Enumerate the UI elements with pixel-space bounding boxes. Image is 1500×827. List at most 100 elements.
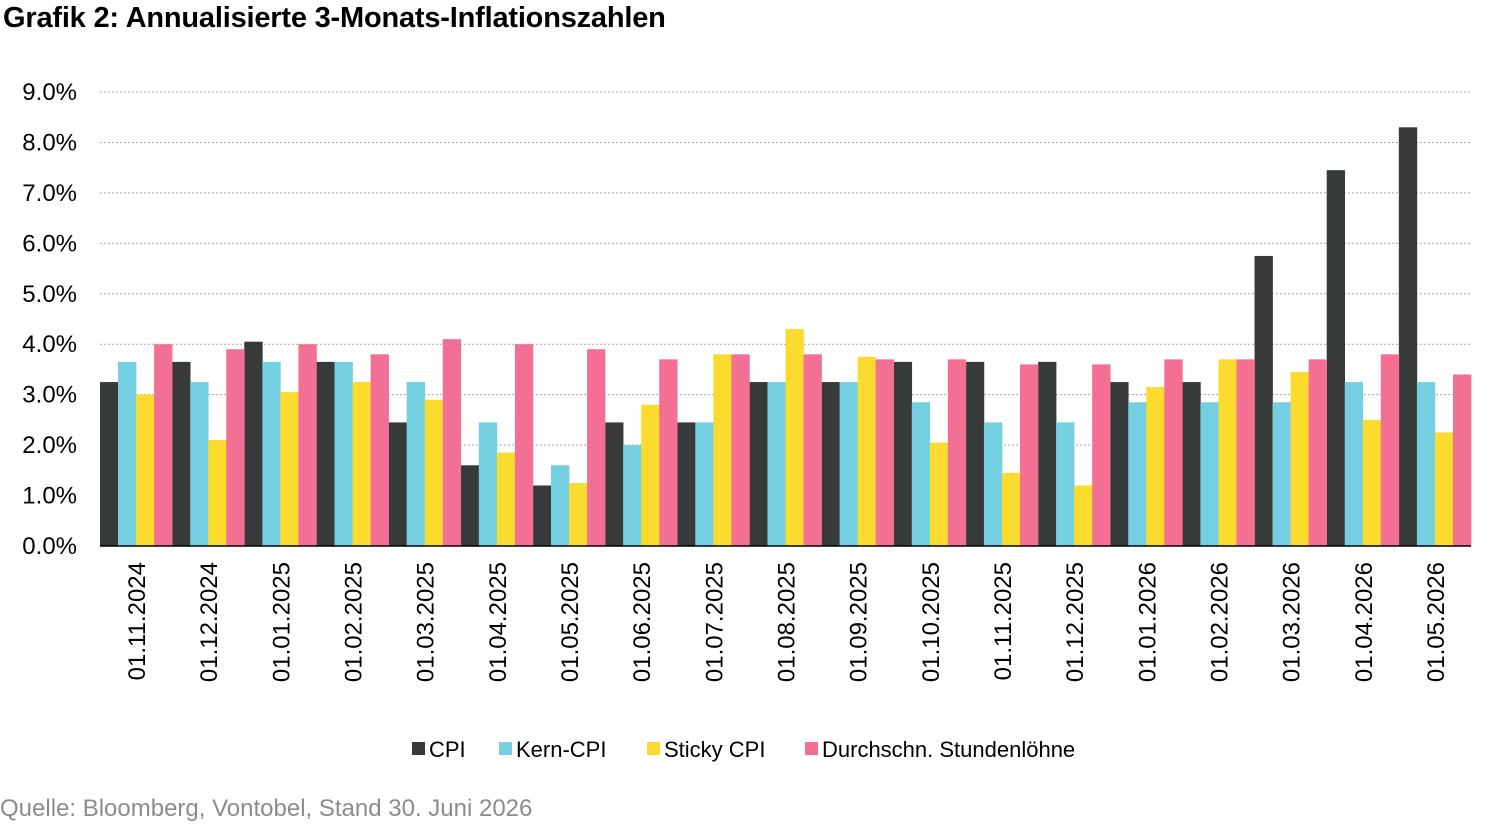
bar-kern-cpi-17 [1272, 402, 1291, 546]
bar-sticky-cpi-15 [1146, 387, 1165, 546]
legend-swatch [805, 742, 818, 755]
legend-swatch [412, 742, 425, 755]
x-tick-label: 01.12.2024 [196, 562, 223, 682]
y-tick-label: 7.0% [22, 180, 77, 207]
bar-cpi-11 [821, 382, 840, 546]
bar-kern-cpi-13 [983, 422, 1003, 546]
bar-kern-cpi-14 [1056, 422, 1075, 546]
bar-cpi-17 [1254, 255, 1273, 546]
bar-sticky-cpi-16 [1218, 359, 1237, 546]
bar-durchschn-stundenl-hne-5 [442, 339, 462, 546]
bar-sticky-cpi-13 [1001, 472, 1021, 546]
x-tick-label: 01.10.2025 [918, 562, 945, 682]
bar-kern-cpi-7 [550, 465, 570, 546]
bar-durchschn-stundenl-hne-7 [587, 349, 606, 546]
x-tick-label: 01.12.2025 [1062, 562, 1089, 682]
bar-cpi-18 [1326, 170, 1346, 546]
bar-durchschn-stundenl-hne-1 [154, 344, 173, 546]
bar-durchschn-stundenl-hne-19 [1452, 374, 1472, 546]
bar-durchschn-stundenl-hne-6 [514, 344, 534, 546]
x-tick-label: 01.03.2025 [413, 562, 440, 682]
bar-durchschn-stundenl-hne-18 [1380, 354, 1400, 546]
bar-sticky-cpi-19 [1434, 432, 1454, 546]
bar-cpi-4 [316, 361, 335, 546]
bar-cpi-15 [1110, 382, 1129, 546]
bar-cpi-10 [749, 382, 768, 546]
bar-cpi-8 [605, 422, 624, 546]
legend: CPI Kern-CPI Sticky CPI Durchschn. Stundenl… [412, 737, 1075, 762]
x-tick-label: 01.05.2026 [1423, 562, 1450, 682]
x-tick-label: 01.01.2025 [268, 562, 295, 682]
bar-sticky-cpi-14 [1074, 485, 1093, 546]
bar-durchschn-stundenl-hne-12 [947, 359, 967, 546]
bar-durchschn-stundenl-hne-3 [298, 344, 317, 546]
y-tick-label: 0.0% [22, 533, 77, 560]
bar-sticky-cpi-2 [208, 440, 227, 546]
y-tick-label: 9.0% [22, 79, 77, 106]
bar-kern-cpi-2 [190, 382, 209, 546]
bar-cpi-9 [677, 422, 696, 546]
y-tick-label: 8.0% [22, 129, 77, 156]
x-tick-label: 01.06.2025 [629, 562, 656, 682]
bar-cpi-5 [388, 422, 407, 546]
y-tick-label: 4.0% [22, 331, 77, 358]
bar-cpi-14 [1038, 361, 1057, 546]
bar-durchschn-stundenl-hne-4 [370, 354, 389, 546]
bar-cpi-1 [100, 382, 119, 546]
bar-sticky-cpi-3 [280, 392, 299, 546]
legend-label: Sticky CPI [664, 737, 765, 762]
bar-kern-cpi-12 [911, 402, 931, 546]
bar-sticky-cpi-5 [424, 399, 444, 546]
x-tick-label: 01.04.2025 [485, 562, 512, 682]
bar-kern-cpi-10 [767, 382, 786, 546]
bar-durchschn-stundenl-hne-11 [875, 359, 895, 546]
chart-source: Quelle: Bloomberg, Vontobel, Stand 30. J… [0, 795, 533, 822]
x-tick-label: 01.11.2025 [990, 562, 1017, 680]
y-tick-label: 5.0% [22, 281, 77, 308]
legend-label: Durchschn. Stundenlöhne [822, 737, 1075, 762]
x-tick-labels: 01.11.2024 01.12.2024 01.01.2025 01.02.2025… [124, 562, 1450, 682]
bar-cpi-7 [532, 485, 552, 546]
bar-cpi-19 [1398, 127, 1418, 547]
y-tick-label: 1.0% [22, 483, 77, 510]
x-tick-label: 01.09.2025 [846, 562, 873, 682]
x-tick-label: 01.02.2026 [1206, 562, 1233, 682]
bar-durchschn-stundenl-hne-10 [803, 354, 822, 546]
bar-kern-cpi-6 [478, 422, 498, 546]
x-tick-label: 01.05.2025 [557, 562, 584, 682]
bar-sticky-cpi-6 [496, 452, 516, 546]
bar-sticky-cpi-9 [713, 354, 732, 546]
x-tick-label: 01.04.2026 [1351, 562, 1378, 682]
bar-sticky-cpi-1 [136, 394, 155, 546]
bar-durchschn-stundenl-hne-14 [1092, 364, 1111, 546]
x-tick-label: 01.08.2025 [774, 562, 801, 682]
x-tick-label: 01.07.2025 [701, 562, 728, 682]
bar-cpi-2 [172, 361, 191, 546]
bar-kern-cpi-1 [118, 361, 137, 546]
bar-durchschn-stundenl-hne-9 [731, 354, 750, 546]
bar-durchschn-stundenl-hne-2 [226, 349, 245, 546]
bar-sticky-cpi-4 [352, 382, 371, 546]
x-tick-label: 01.11.2024 [124, 562, 151, 680]
bar-durchschn-stundenl-hne-8 [659, 359, 678, 546]
bar-sticky-cpi-12 [929, 442, 949, 546]
y-tick-label: 6.0% [22, 230, 77, 257]
y-tick-label: 2.0% [22, 432, 77, 459]
bar-sticky-cpi-11 [857, 356, 876, 546]
bar-kern-cpi-15 [1128, 402, 1147, 546]
bar-sticky-cpi-18 [1362, 419, 1382, 546]
bar-kern-cpi-4 [334, 361, 353, 546]
x-tick-label: 01.01.2026 [1134, 562, 1161, 682]
chart-title: Grafik 2: Annualisierte 3-Monats-Inflati… [3, 2, 666, 34]
bar-kern-cpi-9 [695, 422, 714, 546]
bar-sticky-cpi-7 [569, 482, 588, 546]
bar-cpi-3 [244, 341, 263, 546]
bar-durchschn-stundenl-hne-15 [1164, 359, 1183, 546]
legend-swatch [499, 742, 512, 755]
bar-kern-cpi-19 [1416, 382, 1436, 546]
legend-swatch [647, 742, 660, 755]
y-tick-label: 3.0% [22, 382, 77, 409]
bars [100, 127, 1472, 547]
bar-kern-cpi-3 [262, 361, 281, 546]
